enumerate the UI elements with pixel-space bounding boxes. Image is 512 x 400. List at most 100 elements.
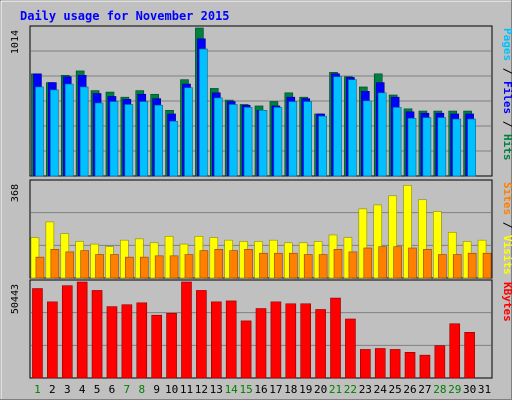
bar-sites-day-14 xyxy=(229,250,238,279)
x-tick-label: 28 xyxy=(433,383,446,396)
bar-sites-day-22 xyxy=(348,251,358,279)
x-tick-label: 9 xyxy=(153,383,160,396)
y-max-label: 368 xyxy=(10,184,21,202)
legend-hits: Pages / Files / Hits xyxy=(501,28,512,161)
bar-visits-day-28 xyxy=(433,211,442,279)
bar-sites-day-7 xyxy=(125,256,134,279)
x-tick-label: 11 xyxy=(180,383,193,396)
bar-pages-day-4 xyxy=(79,86,89,177)
bar-visits-day-23 xyxy=(358,208,368,279)
x-tick-label: 30 xyxy=(463,383,476,396)
bar-sites-day-19 xyxy=(303,254,313,279)
bar-sites-day-11 xyxy=(184,254,194,279)
legend-separator: / xyxy=(501,215,512,235)
bar-kbytes-day-28 xyxy=(434,345,446,379)
bar-sites-day-8 xyxy=(139,256,149,279)
bar-kbytes-day-14 xyxy=(225,300,237,379)
bar-sites-day-31 xyxy=(482,252,492,279)
bar-kbytes-day-23 xyxy=(360,349,371,379)
x-tick-label: 4 xyxy=(79,383,86,396)
bar-kbytes-day-11 xyxy=(181,281,192,379)
bar-kbytes-day-4 xyxy=(76,281,88,379)
panel-hits: 1014 Pages / Files / Hits xyxy=(10,25,512,177)
bar-kbytes-day-17 xyxy=(270,301,282,379)
bar-pages-day-27 xyxy=(422,117,432,177)
bar-visits-day-25 xyxy=(388,195,397,279)
legend-separator: / xyxy=(501,61,512,81)
legend-item-kbytes: KBytes xyxy=(501,282,512,322)
bar-pages-day-21 xyxy=(333,76,342,177)
bar-kbytes-day-1 xyxy=(32,288,43,379)
bar-sites-day-10 xyxy=(169,255,179,279)
bar-sites-day-13 xyxy=(214,249,224,279)
y-max-label: 1014 xyxy=(10,30,21,54)
bar-pages-day-1 xyxy=(35,86,44,177)
bar-pages-day-29 xyxy=(452,118,462,177)
x-tick-label: 13 xyxy=(210,383,223,396)
bar-sites-day-28 xyxy=(438,254,447,279)
legend-item-pages: Pages xyxy=(501,28,512,61)
bar-visits-day-24 xyxy=(373,204,383,279)
bar-kbytes-day-9 xyxy=(151,314,162,379)
x-tick-label: 14 xyxy=(225,383,239,396)
x-tick-label: 12 xyxy=(195,383,208,396)
x-tick-label: 3 xyxy=(64,383,71,396)
bar-pages-day-24 xyxy=(377,92,387,177)
bar-sites-day-16 xyxy=(259,252,268,279)
bar-kbytes-day-13 xyxy=(210,301,222,379)
x-tick-label: 5 xyxy=(94,383,101,396)
x-tick-label: 31 xyxy=(478,383,491,396)
bar-pages-day-30 xyxy=(467,118,476,177)
bar-sites-day-30 xyxy=(467,252,477,279)
x-tick-label: 8 xyxy=(138,383,145,396)
bar-sites-day-25 xyxy=(393,246,402,279)
bar-pages-day-12 xyxy=(199,48,208,177)
bar-pages-day-10 xyxy=(169,120,178,177)
bar-pages-day-11 xyxy=(184,87,193,177)
bar-pages-day-5 xyxy=(94,102,104,177)
x-tick-label: 16 xyxy=(254,383,267,396)
bar-sites-day-21 xyxy=(333,249,343,279)
legend-separator: / xyxy=(501,114,512,134)
x-tick-label: 1 xyxy=(34,383,41,396)
x-tick-label: 21 xyxy=(329,383,342,396)
bar-pages-day-20 xyxy=(318,115,327,177)
x-tick-label: 6 xyxy=(109,383,116,396)
bar-sites-day-5 xyxy=(95,254,104,279)
bar-sites-day-24 xyxy=(378,246,388,279)
x-tick-label: 27 xyxy=(418,383,431,396)
y-max-label: 50443 xyxy=(10,284,21,314)
bar-kbytes-day-6 xyxy=(106,306,118,379)
bar-kbytes-day-3 xyxy=(61,285,73,379)
bar-pages-day-17 xyxy=(273,107,283,177)
bar-sites-day-12 xyxy=(199,250,209,279)
bar-kbytes-day-26 xyxy=(404,352,416,379)
x-tick-label: 18 xyxy=(284,383,297,396)
x-tick-label: 2 xyxy=(49,383,56,396)
bar-kbytes-day-29 xyxy=(449,323,461,379)
bar-kbytes-day-18 xyxy=(285,303,297,379)
bar-sites-day-3 xyxy=(65,251,75,279)
bar-kbytes-day-19 xyxy=(300,303,312,379)
bar-pages-day-28 xyxy=(437,117,447,177)
bar-visits-day-27 xyxy=(418,199,427,279)
bar-pages-day-18 xyxy=(288,101,298,177)
bar-sites-day-23 xyxy=(363,247,373,279)
bar-sites-day-1 xyxy=(35,256,45,279)
bar-kbytes-day-25 xyxy=(389,349,401,379)
bar-pages-day-15 xyxy=(243,107,253,177)
bar-sites-day-26 xyxy=(408,247,417,279)
bar-pages-day-16 xyxy=(258,110,268,177)
bar-sites-day-6 xyxy=(110,254,119,279)
legend-kbytes: KBytes xyxy=(501,282,512,322)
bar-visits-day-26 xyxy=(403,185,412,279)
bar-sites-day-18 xyxy=(289,252,298,279)
legend-item-visits: Visits xyxy=(501,235,512,275)
bar-kbytes-day-5 xyxy=(91,290,103,379)
bar-pages-day-8 xyxy=(139,101,149,177)
bar-sites-day-27 xyxy=(423,249,432,279)
bar-kbytes-day-27 xyxy=(419,354,431,379)
bar-pages-day-19 xyxy=(303,101,313,177)
bar-sites-day-17 xyxy=(274,252,283,279)
